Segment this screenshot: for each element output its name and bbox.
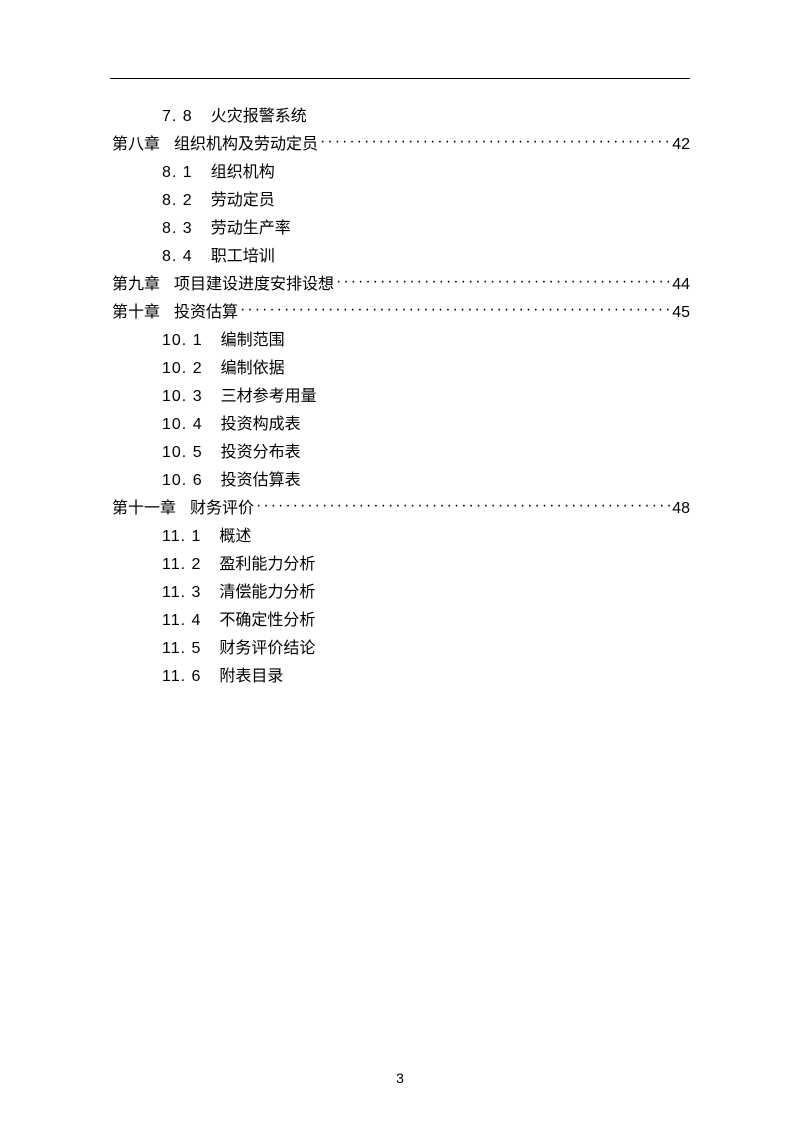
section-title: 职工培训 bbox=[211, 242, 275, 266]
section-number: 8. 1 bbox=[162, 164, 193, 182]
chapter-label: 第十章 bbox=[112, 298, 160, 322]
toc-page-number: 44 bbox=[672, 276, 690, 294]
section-number: 10. 4 bbox=[162, 416, 203, 434]
toc-sub-row: 8. 2 劳动定员 bbox=[110, 186, 690, 214]
section-title: 不确定性分析 bbox=[219, 606, 315, 630]
table-of-contents: 7. 8 火灾报警系统第八章组织机构及劳动定员 42 8. 1 组织机构 8. 2 劳动定员… bbox=[110, 102, 690, 690]
chapter-title: 财务评价 bbox=[190, 494, 254, 518]
section-title: 投资分布表 bbox=[221, 438, 301, 462]
section-number: 10. 1 bbox=[162, 332, 203, 350]
toc-sub-row: 10. 3 三材参考用量 bbox=[110, 382, 690, 410]
toc-sub-row: 11. 1 概述 bbox=[110, 522, 690, 550]
toc-sub-row: 10. 2 编制依据 bbox=[110, 354, 690, 382]
section-title: 概述 bbox=[219, 522, 251, 546]
dot-leader bbox=[256, 497, 670, 513]
section-number: 11. 5 bbox=[162, 640, 201, 658]
section-number: 11. 1 bbox=[162, 528, 201, 546]
toc-sub-row: 11. 5 财务评价结论 bbox=[110, 634, 690, 662]
section-number: 10. 6 bbox=[162, 472, 203, 490]
section-title: 编制依据 bbox=[221, 354, 285, 378]
header-rule bbox=[110, 78, 690, 79]
toc-sub-row: 11. 3 清偿能力分析 bbox=[110, 578, 690, 606]
toc-page-number: 42 bbox=[672, 136, 690, 154]
toc-sub-row: 8. 3 劳动生产率 bbox=[110, 214, 690, 242]
section-number: 11. 6 bbox=[162, 668, 201, 686]
section-number: 10. 2 bbox=[162, 360, 203, 378]
section-title: 火灾报警系统 bbox=[211, 102, 307, 126]
section-number: 11. 4 bbox=[162, 612, 201, 630]
chapter-title: 项目建设进度安排设想 bbox=[174, 270, 334, 294]
section-title: 财务评价结论 bbox=[219, 634, 315, 658]
section-title: 三材参考用量 bbox=[221, 382, 317, 406]
document-page: 7. 8 火灾报警系统第八章组织机构及劳动定员 42 8. 1 组织机构 8. 2 劳动定员… bbox=[0, 0, 800, 1132]
toc-chapter-row: 第十一章财务评价 48 bbox=[110, 494, 690, 522]
toc-sub-row: 11. 2 盈利能力分析 bbox=[110, 550, 690, 578]
section-number: 11. 2 bbox=[162, 556, 201, 574]
section-number: 7. 8 bbox=[162, 108, 193, 126]
section-title: 劳动定员 bbox=[211, 186, 275, 210]
section-title: 劳动生产率 bbox=[211, 214, 291, 238]
section-title: 清偿能力分析 bbox=[219, 578, 315, 602]
section-number: 8. 2 bbox=[162, 192, 193, 210]
toc-sub-row: 10. 4 投资构成表 bbox=[110, 410, 690, 438]
toc-sub-row: 8. 4 职工培训 bbox=[110, 242, 690, 270]
dot-leader bbox=[320, 133, 670, 149]
section-title: 编制范围 bbox=[221, 326, 285, 350]
toc-sub-row: 7. 8 火灾报警系统 bbox=[110, 102, 690, 130]
section-title: 投资估算表 bbox=[221, 466, 301, 490]
dot-leader bbox=[336, 273, 670, 289]
toc-sub-row: 10. 5 投资分布表 bbox=[110, 438, 690, 466]
chapter-label: 第十一章 bbox=[112, 494, 176, 518]
toc-chapter-row: 第九章项目建设进度安排设想 44 bbox=[110, 270, 690, 298]
section-title: 组织机构 bbox=[211, 158, 275, 182]
chapter-label: 第九章 bbox=[112, 270, 160, 294]
section-title: 盈利能力分析 bbox=[219, 550, 315, 574]
toc-sub-row: 11. 6 附表目录 bbox=[110, 662, 690, 690]
toc-page-number: 45 bbox=[672, 304, 690, 322]
chapter-title: 组织机构及劳动定员 bbox=[174, 130, 318, 154]
toc-sub-row: 11. 4 不确定性分析 bbox=[110, 606, 690, 634]
toc-sub-row: 10. 1 编制范围 bbox=[110, 326, 690, 354]
section-number: 10. 3 bbox=[162, 388, 203, 406]
section-title: 附表目录 bbox=[219, 662, 283, 686]
section-number: 11. 3 bbox=[162, 584, 201, 602]
toc-sub-row: 10. 6 投资估算表 bbox=[110, 466, 690, 494]
toc-chapter-row: 第八章组织机构及劳动定员 42 bbox=[110, 130, 690, 158]
page-footer: 3 bbox=[0, 1070, 800, 1086]
chapter-label: 第八章 bbox=[112, 130, 160, 154]
toc-chapter-row: 第十章投资估算 45 bbox=[110, 298, 690, 326]
page-number: 3 bbox=[396, 1070, 404, 1086]
section-number: 8. 3 bbox=[162, 220, 193, 238]
dot-leader bbox=[240, 301, 670, 317]
toc-sub-row: 8. 1 组织机构 bbox=[110, 158, 690, 186]
chapter-title: 投资估算 bbox=[174, 298, 238, 322]
toc-page-number: 48 bbox=[672, 500, 690, 518]
section-number: 10. 5 bbox=[162, 444, 203, 462]
section-number: 8. 4 bbox=[162, 248, 193, 266]
section-title: 投资构成表 bbox=[221, 410, 301, 434]
